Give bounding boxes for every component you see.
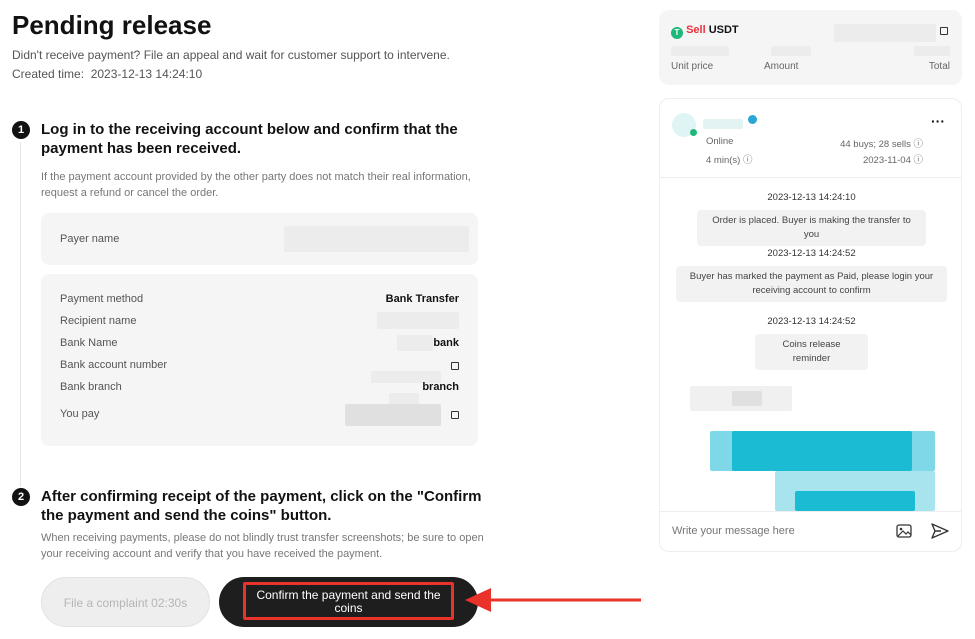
copy-icon[interactable] <box>940 27 948 35</box>
side-label: Sell <box>686 24 706 36</box>
detail-row: Payment method Bank Transfer <box>60 293 459 309</box>
message-time: 2023-12-13 14:24:52 <box>767 316 856 327</box>
step-2-title: After confirming receipt of the payment,… <box>41 488 482 524</box>
amount-label: Amount <box>764 61 799 72</box>
step-2-badge: 2 <box>12 488 30 506</box>
detail-label: Bank Name <box>60 337 118 349</box>
detail-value: Bank Transfer <box>385 293 459 305</box>
file-complaint-button[interactable]: File a complaint 02:30s <box>41 577 210 627</box>
detail-label: Bank account number <box>60 359 168 371</box>
system-message: Buyer has marked the payment as Paid, pl… <box>676 266 947 302</box>
step-2-note: When receiving payments, please do not b… <box>41 532 484 560</box>
detail-label: Recipient name <box>60 315 137 327</box>
username-blurred <box>703 119 743 129</box>
send-icon[interactable] <box>931 523 949 539</box>
blurred-value <box>397 335 433 351</box>
chat-panel: ··· Online 4 min(s) ⓘ 44 buys; 28 sells … <box>659 98 962 552</box>
detail-row: Bank branch branch <box>60 381 459 411</box>
message-time: 2023-12-13 14:24:10 <box>767 192 856 203</box>
online-dot <box>690 129 697 136</box>
usdt-icon: T <box>671 27 683 39</box>
confirm-release-button[interactable]: Confirm the payment and send the coins <box>219 577 478 627</box>
total-label: Total <box>928 61 950 72</box>
trade-count-value: 44 buys; 28 sells <box>840 139 911 150</box>
detail-row: Recipient name <box>60 312 459 331</box>
order-id-blurred <box>834 24 936 42</box>
divider <box>660 511 961 512</box>
blurred-value <box>345 404 441 426</box>
payer-name-blurred <box>284 226 469 252</box>
payment-details-card: Payment method Bank Transfer Recipient na… <box>41 274 478 446</box>
payer-row: Payer name <box>60 233 459 249</box>
detail-value: bank <box>433 337 459 349</box>
detail-label: Bank branch <box>60 381 122 393</box>
trade-count: 44 buys; 28 sells ⓘ <box>840 139 923 150</box>
blurred-value <box>371 371 441 383</box>
order-side: T Sell USDT <box>671 24 739 39</box>
blurred-payment-screenshot <box>690 371 950 511</box>
verified-icon <box>748 115 757 124</box>
online-status: Online <box>706 136 734 147</box>
created-value: 2023-12-13 14:24:10 <box>90 67 203 81</box>
step-connector <box>20 142 21 487</box>
message-input[interactable] <box>672 521 872 541</box>
system-message: Coins release reminder <box>755 334 868 370</box>
confirm-button-label: Confirm the payment and send the coins <box>243 582 454 620</box>
blurred-value <box>377 312 459 329</box>
step-1-title: Log in to the receiving account below an… <box>41 121 458 157</box>
response-time-value: 4 min(s) <box>706 155 741 166</box>
detail-row: You pay <box>60 404 459 426</box>
detail-label: You pay <box>60 408 100 420</box>
page-title: Pending release <box>12 10 212 40</box>
created-label: Created time: <box>12 67 85 81</box>
step-1-badge: 1 <box>12 121 30 139</box>
unit-price-blurred <box>671 46 729 56</box>
payer-label: Payer name <box>60 233 120 245</box>
system-message: Order is placed. Buyer is making the tra… <box>697 210 926 246</box>
join-date-value: 2023-11-04 <box>862 155 911 166</box>
copy-icon[interactable] <box>451 362 459 370</box>
message-time: 2023-12-13 14:24:52 <box>767 248 856 259</box>
detail-row: Bank account number <box>60 359 459 383</box>
amount-blurred <box>771 46 811 56</box>
join-date: 2023-11-04 ⓘ <box>862 155 923 166</box>
response-time: 4 min(s) ⓘ <box>706 155 753 166</box>
detail-value: branch <box>422 381 459 393</box>
more-options-icon[interactable]: ··· <box>931 113 945 129</box>
created-time: Created time: 2023-12-13 14:24:10 <box>12 67 202 81</box>
detail-label: Payment method <box>60 293 144 305</box>
divider <box>660 177 961 178</box>
order-summary-card: T Sell USDT Unit price Amount Total <box>659 10 962 85</box>
detail-row: Bank Name bank <box>60 335 459 353</box>
copy-icon[interactable] <box>451 411 459 419</box>
image-upload-icon[interactable] <box>896 524 912 538</box>
step-1-note: If the payment account provided by the o… <box>41 171 471 199</box>
total-blurred <box>914 46 950 56</box>
payer-card: Payer name <box>41 213 478 265</box>
page-subtitle: Didn't receive payment? File an appeal a… <box>12 48 450 62</box>
unit-price-label: Unit price <box>671 61 714 72</box>
asset-label: USDT <box>708 24 739 36</box>
annotation-arrow <box>465 588 641 612</box>
